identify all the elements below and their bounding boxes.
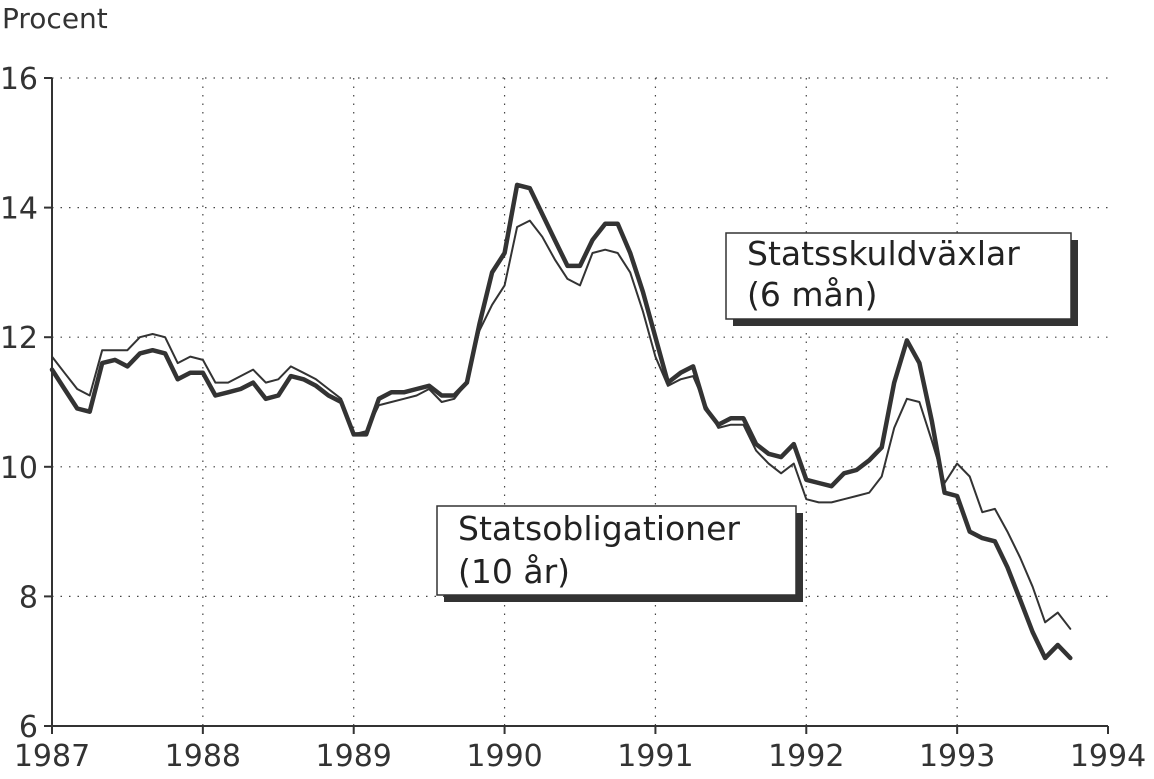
x-tick-label: 1994 (1070, 739, 1146, 774)
x-tick-label: 1989 (316, 739, 392, 774)
series-line-statsskuldvaxlar (49, 182, 1073, 661)
x-tick-label: 1993 (919, 739, 995, 774)
x-tick-label: 1990 (466, 739, 542, 774)
x-tick-label: 1987 (14, 739, 90, 774)
grid (52, 77, 1108, 726)
y-tick-label: 16 (0, 62, 38, 97)
legend-box-statsobligationer: Statsobligationer (10 år) (436, 505, 803, 602)
series-layer (49, 182, 1073, 661)
y-tick-label: 6 (19, 710, 38, 745)
legend-label-line-2: (10 år) (458, 552, 570, 591)
y-tick-label: 8 (19, 580, 38, 615)
x-tick-label: 1992 (768, 739, 844, 774)
legend-label-line-2: (6 mån) (747, 275, 878, 314)
legend-label-line-1: Statsobligationer (458, 509, 740, 548)
series-line-statsobligationer (51, 219, 1072, 630)
x-tick-label: 1991 (617, 739, 693, 774)
y-tick-label: 14 (0, 192, 38, 227)
x-tick-label: 1988 (165, 739, 241, 774)
legend-label-line-1: Statsskuldväxlar (747, 234, 1020, 273)
y-tick-label: 10 (0, 451, 38, 486)
legend-box-statsskuldvaxlar: Statsskuldväxlar (6 mån) (725, 232, 1078, 326)
y-tick-label: 12 (0, 321, 38, 356)
axes (51, 78, 1108, 727)
y-axis-title: Procent (2, 2, 108, 35)
ticks: 6 8 10 12 14 16 1987 1988 1989 1990 1991 1992 1993 19… (0, 62, 1146, 774)
